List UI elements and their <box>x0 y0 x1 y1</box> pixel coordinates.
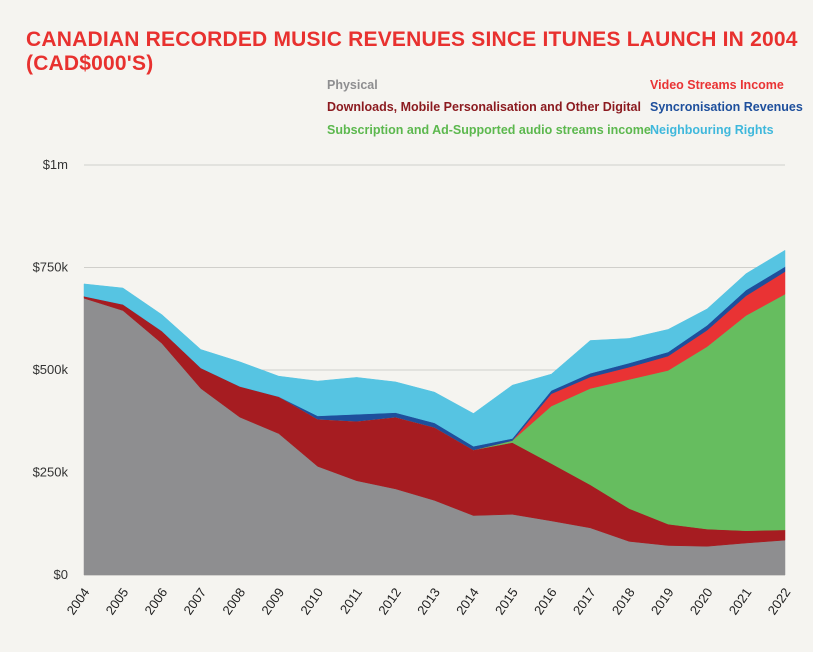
x-tick-label: 2018 <box>609 585 638 617</box>
y-tick-label: $1m <box>43 157 68 172</box>
x-tick-label: 2014 <box>453 585 482 617</box>
x-tick-label: 2019 <box>648 585 677 617</box>
x-tick-label: 2013 <box>414 585 443 617</box>
y-tick-label: $250k <box>33 465 69 480</box>
x-tick-label: 2012 <box>375 585 404 617</box>
legend-downloads: Downloads, Mobile Personalisation and Ot… <box>327 100 641 114</box>
x-tick-label: 2015 <box>492 585 521 617</box>
x-tick-label: 2021 <box>726 585 755 617</box>
x-tick-label: 2022 <box>765 585 794 617</box>
x-axis-ticks: 2004 2005 2006 2007 2008 2009 2010 2011 2012 2013… <box>64 585 794 617</box>
legend-subscription: Subscription and Ad-Supported audio stre… <box>327 123 651 137</box>
x-tick-label: 2010 <box>297 585 326 617</box>
chart-title: CANADIAN RECORDED MUSIC REVENUES SINCE I… <box>26 28 798 75</box>
x-tick-label: 2020 <box>687 585 716 617</box>
y-tick-label: $750k <box>33 260 69 275</box>
x-tick-label: 2011 <box>337 585 365 617</box>
x-tick-label: 2007 <box>180 585 209 617</box>
x-tick-label: 2005 <box>103 585 132 617</box>
y-axis-ticks: $0 $250k $500k $750k $1m <box>33 157 69 582</box>
legend-video-streams: Video Streams Income <box>650 78 784 92</box>
x-tick-label: 2004 <box>64 585 93 617</box>
x-tick-label: 2016 <box>531 585 560 617</box>
x-tick-label: 2008 <box>219 585 248 617</box>
legend-syncronisation: Syncronisation Revenues <box>650 100 803 114</box>
y-tick-label: $0 <box>54 567 68 582</box>
x-tick-label: 2009 <box>258 585 287 617</box>
area-series <box>83 249 786 576</box>
legend-neighbouring-rights: Neighbouring Rights <box>650 123 774 137</box>
x-tick-label: 2017 <box>570 585 599 617</box>
legend-physical: Physical <box>327 78 378 92</box>
y-tick-label: $500k <box>33 362 69 377</box>
area-series-5 <box>83 249 786 447</box>
x-tick-label: 2006 <box>141 585 170 617</box>
